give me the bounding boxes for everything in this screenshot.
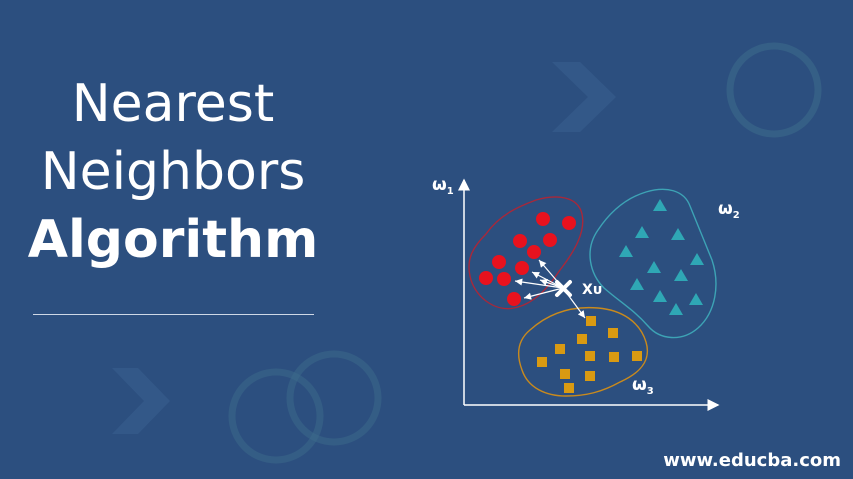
class-3-points (537, 316, 642, 393)
class-1-point (562, 216, 576, 230)
class-3-point (608, 328, 618, 338)
class-3-point (586, 316, 596, 326)
decor-ring-bottom-right (286, 350, 382, 446)
class-3-point (609, 352, 619, 362)
class-3-point (585, 351, 595, 361)
class-3-point (585, 371, 595, 381)
class-2-point (653, 199, 667, 211)
class-1-point (497, 272, 511, 286)
class-1-point (536, 212, 550, 226)
class-2-point (635, 226, 649, 238)
class-2-point (630, 278, 644, 290)
class-2-point (689, 293, 703, 305)
class-1-point (515, 261, 529, 275)
class-2-point (671, 228, 685, 240)
footer-website[interactable]: www.educba.com (663, 450, 841, 471)
class-3-point (537, 357, 547, 367)
class-1-point (543, 233, 557, 247)
class-1-boundary (468, 196, 584, 310)
class-1-point (527, 245, 541, 259)
decor-ring-top (726, 42, 822, 138)
y-axis-label: ω1 (432, 175, 454, 197)
class-2-point (653, 290, 667, 302)
class-1-point (479, 271, 493, 285)
class-2-point (674, 269, 688, 281)
class-3-boundary (518, 306, 649, 397)
class-2-point (647, 261, 661, 273)
decor-ring-bottom-left (228, 368, 324, 464)
class-2-point (669, 303, 683, 315)
neighbor-arrow (523, 287, 564, 300)
class-2-point (619, 245, 633, 257)
title-divider (33, 314, 314, 315)
query-point-label: Xᴜ (582, 282, 602, 298)
class-2-label: ω2 (718, 199, 740, 221)
decor-chevron-top (552, 62, 616, 132)
class-1-points (479, 212, 576, 306)
class-3-point (560, 369, 570, 379)
class-2-points (619, 199, 704, 315)
class-3-point (577, 334, 587, 344)
class-3-label: ω3 (632, 375, 654, 397)
class-3-point (632, 351, 642, 361)
class-1-point (492, 255, 506, 269)
decor-chevron-bottom (112, 368, 170, 434)
query-point-icon (555, 280, 572, 297)
title-line-2: Neighbors (40, 142, 306, 202)
title-line-1: Nearest (71, 74, 275, 134)
neighbor-arrow (514, 278, 564, 289)
class-1-point (513, 234, 527, 248)
class-1-point (507, 292, 521, 306)
class-2-boundary (589, 188, 717, 339)
class-2-point (690, 253, 704, 265)
title-line-3: Algorithm (27, 210, 319, 270)
class-3-point (555, 344, 565, 354)
title-block: Nearest Neighbors Algorithm (20, 70, 326, 274)
class-3-point (564, 383, 574, 393)
